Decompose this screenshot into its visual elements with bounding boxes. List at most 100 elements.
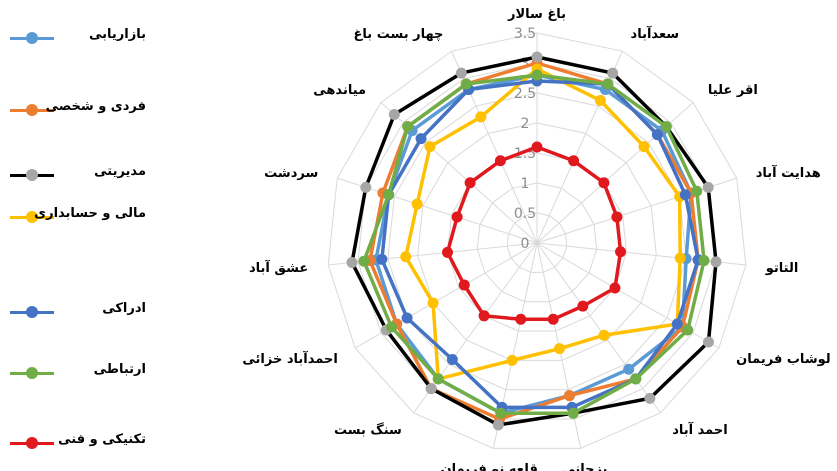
series-point: [432, 373, 444, 385]
category-label: سردشت: [264, 166, 318, 181]
series-point: [644, 392, 656, 404]
series-point: [506, 354, 518, 366]
series-point: [567, 407, 579, 419]
series-point: [702, 336, 714, 348]
series-point: [376, 253, 388, 265]
series-point: [607, 67, 619, 79]
category-label: چهار بست باغ: [354, 27, 444, 42]
series-point: [531, 51, 543, 63]
series-point: [609, 282, 621, 294]
series-point: [531, 69, 543, 81]
series-point: [553, 343, 565, 355]
series-point: [478, 310, 490, 322]
category-label: اقر علیا: [708, 83, 758, 98]
legend-swatch-marker: [26, 437, 38, 449]
series-point: [401, 312, 413, 324]
grid-ring: [446, 152, 628, 332]
series-point: [611, 211, 623, 223]
legend-item: ارتباطی: [0, 361, 160, 385]
series-point: [424, 141, 436, 153]
series-point: [682, 324, 694, 336]
radial-tick-label: 3.5: [514, 26, 536, 42]
series-point: [577, 300, 589, 312]
legend-swatch-marker: [26, 367, 38, 379]
series-point: [494, 155, 506, 167]
category-label: عشق آباد: [249, 259, 308, 276]
series-point: [547, 313, 559, 325]
series-point: [464, 177, 476, 189]
category-label: سعدآباد: [631, 25, 680, 42]
series-point: [402, 121, 414, 133]
radial-tick-label: 1: [521, 176, 530, 192]
legend-label: مدیریتی: [94, 164, 146, 179]
series-point: [674, 252, 686, 264]
grid-ring: [506, 212, 568, 273]
legend-label: ادراکی: [102, 301, 146, 316]
series-point: [358, 255, 370, 267]
series-point: [623, 363, 635, 375]
series-point: [598, 177, 610, 189]
series-line: [362, 73, 706, 415]
legend-label: تکنیکی و فنی: [58, 432, 146, 447]
series-point: [615, 246, 627, 258]
series-line: [350, 55, 718, 427]
legend-label: مالی و حسابداری: [34, 206, 146, 221]
category-label: بزجانی: [562, 462, 607, 471]
legend-swatch-marker: [26, 32, 38, 44]
category-label: احمدآباد خزائی: [242, 350, 337, 367]
category-label: التاتو: [765, 261, 799, 276]
series-point: [455, 67, 467, 79]
series-point: [630, 373, 642, 385]
radial-tick-label: 2.5: [514, 86, 536, 102]
legend-item: بازاریابی: [0, 26, 160, 50]
series-point: [427, 297, 439, 309]
series-point: [460, 78, 472, 90]
legend-item: تکنیکی و فنی: [0, 431, 160, 455]
grid-ring: [327, 32, 747, 449]
series-line: [380, 79, 700, 410]
series-point: [679, 189, 691, 201]
series-point: [691, 185, 703, 197]
series-point: [495, 407, 507, 419]
radial-tick-label: 3: [521, 56, 530, 72]
series-point: [702, 181, 714, 193]
series-point: [388, 109, 400, 121]
category-label: لوشاب فریمان: [736, 352, 830, 367]
chart-legend: بازاریابی فردی و شخصی مدیریتی مالی و حسابدا…: [0, 0, 160, 471]
series-point: [400, 251, 412, 263]
radial-tick-label: 0.5: [514, 206, 536, 222]
grid-ring: [417, 122, 657, 361]
series-point: [515, 313, 527, 325]
category-label: سنگ بست: [334, 422, 402, 438]
series-point: [458, 279, 470, 291]
series-point: [475, 111, 487, 123]
series-point: [568, 155, 580, 167]
legend-swatch-marker: [26, 104, 38, 116]
series-line: [445, 145, 623, 322]
category-label: میاندهی: [313, 83, 366, 98]
series-point: [360, 181, 372, 193]
series-point: [346, 256, 358, 268]
series-point: [563, 390, 575, 402]
series-point: [594, 94, 606, 106]
series-point: [451, 211, 463, 223]
series-point: [651, 129, 663, 141]
series-point: [660, 121, 672, 133]
category-label: قلعه نو فریمان: [441, 462, 538, 471]
series-point: [698, 255, 710, 267]
legend-item: فردی و شخصی: [0, 98, 160, 122]
radial-tick-label: 2: [521, 116, 530, 132]
series-point: [671, 318, 683, 330]
series-point: [492, 419, 504, 431]
series-point: [441, 246, 453, 258]
series-line: [403, 67, 682, 381]
legend-label: ارتباطی: [93, 362, 146, 377]
grid-ring: [387, 92, 687, 391]
grid-spoke: [536, 242, 661, 414]
legend-swatch-marker: [26, 211, 38, 223]
category-label: باغ سالار: [507, 7, 566, 22]
category-label: احمد آباد: [672, 421, 727, 438]
radial-tick-label: 0: [521, 236, 530, 252]
series-line: [374, 73, 693, 415]
